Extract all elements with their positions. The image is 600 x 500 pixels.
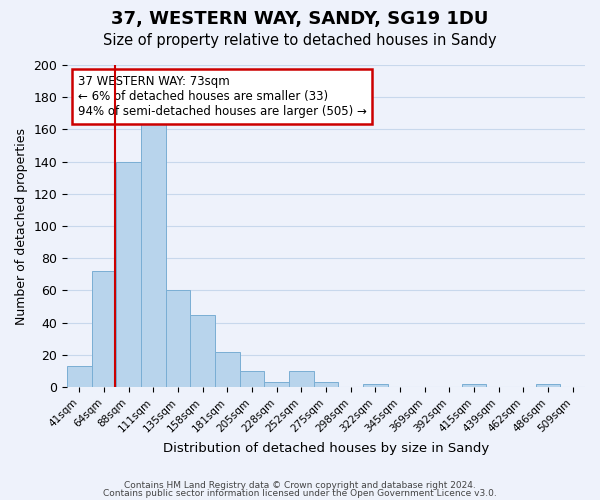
Bar (240, 371, 265, 387)
Bar (363, 384, 388, 387)
Text: 37 WESTERN WAY: 73sqm
← 6% of detached houses are smaller (33)
94% of semi-detac: 37 WESTERN WAY: 73sqm ← 6% of detached h… (77, 74, 367, 118)
Text: 37, WESTERN WAY, SANDY, SG19 1DU: 37, WESTERN WAY, SANDY, SG19 1DU (112, 10, 488, 28)
Bar (289, 371, 314, 387)
Bar (314, 382, 338, 387)
Bar (92, 271, 116, 387)
Bar (67, 366, 92, 387)
Bar (462, 384, 487, 387)
Y-axis label: Number of detached properties: Number of detached properties (15, 128, 28, 324)
Text: Contains HM Land Registry data © Crown copyright and database right 2024.: Contains HM Land Registry data © Crown c… (124, 480, 476, 490)
Bar (536, 384, 560, 387)
Bar (190, 314, 215, 387)
Bar (141, 120, 166, 387)
Text: Size of property relative to detached houses in Sandy: Size of property relative to detached ho… (103, 32, 497, 48)
Bar (116, 162, 141, 387)
Bar (215, 352, 240, 387)
Bar (166, 290, 190, 387)
Text: Contains public sector information licensed under the Open Government Licence v3: Contains public sector information licen… (103, 489, 497, 498)
X-axis label: Distribution of detached houses by size in Sandy: Distribution of detached houses by size … (163, 442, 489, 455)
Bar (265, 382, 289, 387)
